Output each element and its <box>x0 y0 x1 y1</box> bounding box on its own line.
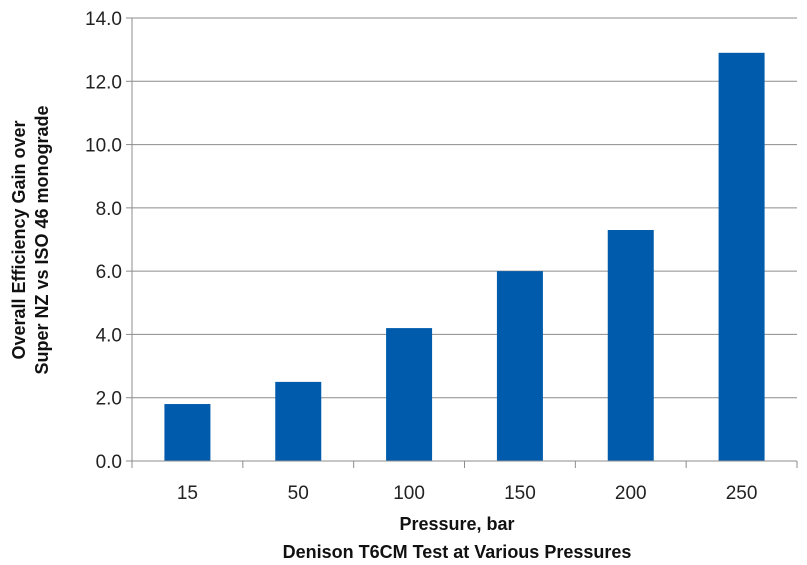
y-tick-label: 12.0 <box>85 72 122 93</box>
bar-15 <box>164 404 211 461</box>
bars <box>164 52 765 462</box>
y-axis-title-line-2: Super NZ vs ISO 46 monograde <box>32 105 52 374</box>
y-tick-label: 6.0 <box>96 262 122 283</box>
bar-150 <box>496 271 543 461</box>
y-axis-title-line-1: Overall Efficiency Gain over <box>9 120 29 359</box>
y-tick-label: 0.0 <box>96 452 122 473</box>
bar-50 <box>275 381 322 461</box>
y-tick-label: 14.0 <box>85 9 122 30</box>
x-tick-label: 100 <box>393 483 425 504</box>
bar-100 <box>386 328 433 461</box>
y-tick-label: 2.0 <box>96 389 122 410</box>
chart-title: Denison T6CM Test at Various Pressures <box>283 542 632 562</box>
y-tick-label: 4.0 <box>96 325 122 346</box>
x-tick-label: 150 <box>504 483 536 504</box>
y-tick-labels: 0.0 2.0 4.0 6.0 8.0 10.0 12.0 14.0 <box>85 9 132 473</box>
y-tick-label: 8.0 <box>96 199 122 220</box>
x-tick-label: 250 <box>726 483 758 504</box>
x-tick-label: 15 <box>177 483 198 504</box>
axes <box>131 18 797 462</box>
y-tick-label: 10.0 <box>85 136 122 157</box>
x-axis-title: Pressure, bar <box>399 514 514 534</box>
x-tick-label: 50 <box>288 483 309 504</box>
x-tick-labels: 15 50 100 150 200 250 <box>131 461 798 504</box>
gridlines <box>132 17 797 399</box>
bar-250 <box>718 52 765 462</box>
bar-200 <box>607 230 654 461</box>
x-tick-label: 200 <box>615 483 647 504</box>
